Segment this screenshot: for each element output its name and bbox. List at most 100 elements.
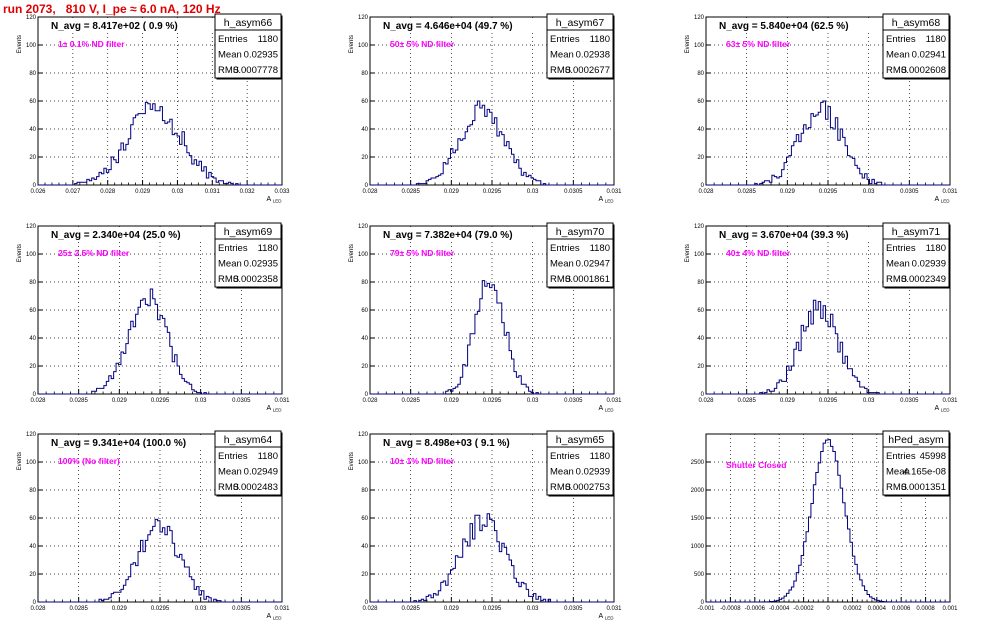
stats-box-title: h_asym70 (556, 226, 605, 238)
y-tick-label: 100 (26, 43, 37, 49)
y-tick-label: 60 (361, 308, 368, 314)
y-tick-label: 120 (358, 15, 369, 21)
x-tick-label: 0.0305 (232, 398, 251, 404)
stats-label: Mean (218, 467, 242, 478)
stats-label: RMS (218, 65, 239, 76)
y-tick-label: 20 (29, 364, 36, 370)
x-tick-label: 0.0295 (483, 189, 502, 195)
x-tick-label: 0.029 (780, 398, 796, 404)
n-avg-header: N_avg = 5.840e+04 (62.5 %) (719, 21, 849, 32)
stats-label: RMS (218, 274, 239, 285)
y-tick-label: 20 (361, 155, 368, 161)
x-tick-label: 0.0295 (819, 398, 838, 404)
y-tick-label: 80 (361, 488, 368, 494)
y-tick-label: 500 (694, 572, 705, 578)
x-tick-label: 0.028 (362, 398, 378, 404)
y-tick-label: 0 (701, 392, 705, 398)
x-axis-title: A LED (267, 405, 283, 413)
y-tick-label: 1500 (691, 516, 705, 522)
x-tick-label: 0.0285 (401, 398, 420, 404)
y-tick-label: 40 (29, 544, 36, 550)
filter-annotation: 10± 1% ND filter (390, 456, 455, 466)
y-tick-label: 100 (694, 43, 705, 49)
stats-value: 1180 (590, 243, 610, 254)
stats-value: 0.0002349 (901, 274, 946, 285)
histogram-bins (706, 439, 950, 603)
y-tick-label: 100 (26, 252, 37, 258)
y-tick-label: 100 (358, 460, 369, 466)
stats-value: 1180 (590, 34, 610, 45)
stats-value: 1180 (926, 243, 946, 254)
stats-label: RMS (886, 274, 907, 285)
x-tick-label: 0.0295 (483, 606, 502, 612)
histogram-bins (706, 299, 950, 395)
x-axis-title: A LED (935, 196, 951, 204)
stats-value: 0.0007778 (233, 65, 278, 76)
y-tick-label: 20 (361, 364, 368, 370)
y-tick-label: 40 (361, 544, 368, 550)
stats-label: Mean (886, 50, 910, 61)
y-axis-title: Events (17, 452, 23, 470)
stats-label: Mean (218, 50, 242, 61)
y-tick-label: 100 (358, 252, 369, 258)
stats-label: RMS (550, 482, 571, 493)
stats-label: RMS (550, 65, 571, 76)
stats-value: 0.0002753 (565, 482, 610, 493)
x-tick-label: 0.031 (606, 606, 622, 612)
y-tick-label: 120 (26, 15, 37, 21)
x-tick-label: 0.0295 (151, 606, 170, 612)
histogram-bins (370, 513, 614, 603)
x-tick-label: 0.0305 (564, 189, 583, 195)
x-tick-label: 0.03 (863, 189, 875, 195)
stats-value: 0.0001351 (901, 482, 946, 493)
x-axis-title: A LED (599, 613, 615, 621)
x-tick-label: 0.0305 (232, 606, 251, 612)
x-tick-label: 0.0004 (868, 606, 887, 612)
histogram-bins (38, 288, 282, 395)
y-tick-label: 40 (697, 127, 704, 133)
x-tick-label: 0.031 (205, 189, 221, 195)
stats-value: 0.02935 (244, 259, 278, 270)
y-tick-label: 120 (358, 432, 369, 438)
stats-value: 0.0002358 (233, 274, 278, 285)
x-tick-label: 0.029 (780, 189, 796, 195)
y-tick-label: 80 (361, 280, 368, 286)
stats-box (882, 13, 950, 79)
stats-label: Entries (218, 451, 248, 462)
histogram-bins (38, 101, 282, 186)
x-tick-label: 0.0295 (483, 398, 502, 404)
y-tick-label: 80 (697, 71, 704, 77)
filter-annotation: 50± 5% ND filter (390, 39, 455, 49)
x-tick-label: 0.031 (274, 398, 290, 404)
y-tick-label: 20 (29, 572, 36, 578)
y-tick-label: 20 (697, 364, 704, 370)
histogram-panel: 0.028 0.0285 0.029 0.0295 0.03 0.0305 0.031 0 20… (349, 430, 622, 621)
y-tick-label: 0 (365, 600, 369, 606)
y-tick-label: 0 (365, 183, 369, 189)
header-background (39, 227, 215, 242)
y-tick-label: 60 (697, 308, 704, 314)
x-tick-label: 0.027 (65, 189, 81, 195)
y-tick-label: 20 (697, 155, 704, 161)
y-tick-label: 40 (29, 336, 36, 342)
y-tick-label: 60 (361, 99, 368, 105)
x-tick-label: 0.0285 (737, 189, 756, 195)
y-axis-title: Events (685, 35, 691, 53)
stats-label: RMS (218, 482, 239, 493)
y-axis-title: Events (349, 452, 355, 470)
stats-label: Entries (550, 34, 580, 45)
x-tick-label: 0.028 (698, 189, 714, 195)
stats-label: Mean (886, 467, 910, 478)
stats-label: Entries (886, 243, 916, 254)
y-tick-label: 100 (26, 460, 37, 466)
x-tick-label: 0.029 (112, 606, 128, 612)
y-tick-label: 0 (33, 392, 37, 398)
x-tick-label: -0.001 (697, 606, 715, 612)
y-tick-label: 120 (694, 224, 705, 230)
y-tick-label: 0 (365, 392, 369, 398)
n-avg-header: N_avg = 9.341e+04 (100.0 %) (51, 438, 186, 449)
y-tick-label: 80 (697, 280, 704, 286)
header-background (707, 227, 883, 242)
x-tick-label: -0.0006 (745, 606, 766, 612)
filter-annotation: 63± 5% ND filter (726, 39, 791, 49)
